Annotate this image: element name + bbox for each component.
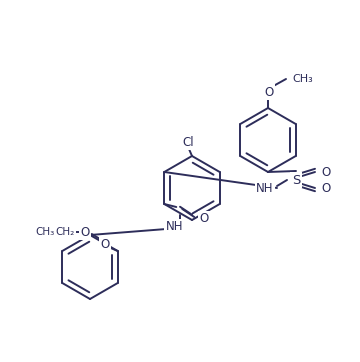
Text: O: O xyxy=(199,212,208,226)
Text: O: O xyxy=(321,181,330,194)
Text: CH₃: CH₃ xyxy=(292,74,313,84)
Text: O: O xyxy=(264,85,274,98)
Text: NH: NH xyxy=(166,220,183,233)
Text: CH₂: CH₂ xyxy=(56,227,75,237)
Text: O: O xyxy=(100,239,109,252)
Text: CH₃: CH₃ xyxy=(36,227,55,237)
Text: S: S xyxy=(292,173,300,186)
Text: Cl: Cl xyxy=(182,135,194,148)
Text: NH: NH xyxy=(256,181,274,194)
Text: O: O xyxy=(80,226,89,239)
Text: O: O xyxy=(321,165,330,178)
